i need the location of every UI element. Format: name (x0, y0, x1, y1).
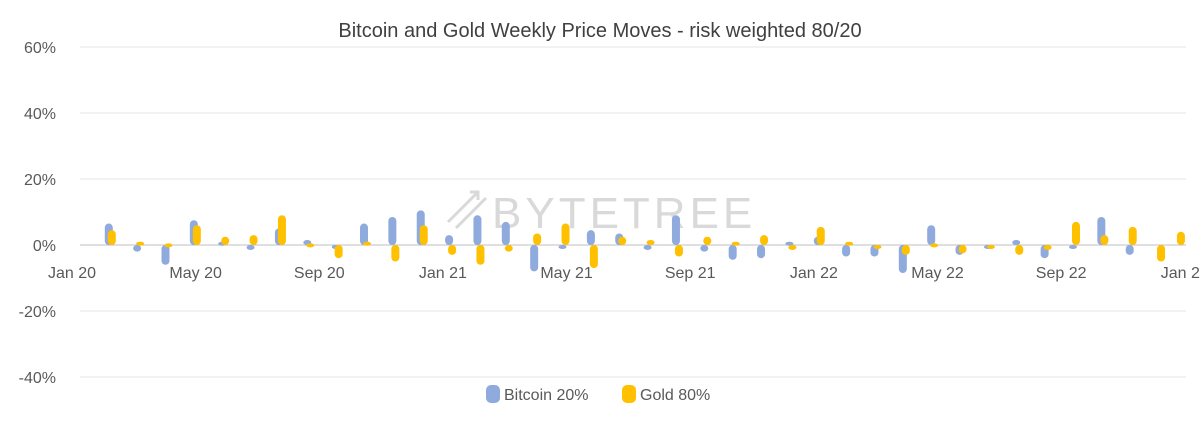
gold-bar (277, 215, 286, 245)
gold-bar (136, 241, 145, 246)
gold-bar (930, 243, 939, 248)
bitcoin-bar (842, 245, 851, 257)
y-tick-label: 20% (24, 172, 56, 189)
bitcoin-bar (1125, 245, 1134, 255)
legend: Bitcoin 20% Gold 80% (486, 385, 710, 404)
gold-bar (1100, 235, 1109, 245)
gold-bar (533, 233, 542, 245)
bitcoin-bar (757, 245, 766, 259)
y-tick-label: 60% (24, 40, 56, 57)
gold-bar (192, 225, 201, 245)
bitcoin-bar (927, 225, 936, 245)
x-axis-ticks: Jan 20 May 20 Sep 20 Jan 21 May 21 Sep 21 Jan … (48, 265, 1200, 282)
y-tick-label: -40% (19, 370, 56, 387)
legend-label-bitcoin: Bitcoin 20% (504, 387, 589, 404)
bitcoin-bar (473, 215, 482, 245)
gold-bar (476, 245, 485, 265)
gold-bar (249, 235, 258, 245)
bitcoin-bar (161, 245, 170, 265)
gold-bar (731, 241, 740, 246)
bitcoin-bar (530, 245, 539, 272)
x-tick-label: Sep 20 (294, 265, 345, 282)
gold-bar (1071, 221, 1080, 245)
bytetree-logo-icon (446, 190, 488, 230)
bitcoin-bar (1012, 240, 1021, 245)
gold-bar (845, 241, 854, 246)
y-tick-label: 0% (33, 238, 56, 255)
bitcoin-bar (501, 221, 510, 245)
bitcoin-bar (246, 245, 255, 250)
gold-bar (363, 241, 372, 246)
gold-bar (1176, 231, 1185, 245)
gold-bar (703, 236, 712, 245)
bitcoin-bar (785, 241, 794, 246)
y-tick-label: -20% (19, 304, 56, 321)
gold-bar (873, 245, 882, 249)
gold-bar (788, 245, 797, 250)
x-tick-label: Sep 21 (665, 265, 716, 282)
gold-bar (164, 243, 173, 248)
legend-label-gold: Gold 80% (640, 387, 710, 404)
gold-bar (1015, 245, 1024, 255)
bitcoin-bar (700, 245, 709, 252)
gold-bar (958, 245, 967, 254)
gold-bar (618, 236, 627, 245)
gold-bar (674, 245, 683, 257)
gold-bar (306, 243, 315, 248)
bitcoin-bar (360, 223, 369, 245)
gold-bar (334, 245, 343, 259)
gold-bar (419, 225, 428, 245)
gridlines (80, 46, 1186, 378)
x-tick-label: Sep 22 (1036, 265, 1087, 282)
gold-bar (107, 230, 116, 245)
gold-bar (1157, 245, 1166, 262)
gold-bar (1128, 226, 1137, 245)
bitcoin-bar (586, 230, 595, 245)
legend-swatch-gold (622, 385, 636, 403)
gold-bar (646, 240, 655, 245)
legend-swatch-bitcoin (486, 385, 500, 403)
gold-bar (561, 223, 570, 245)
x-tick-label: May 21 (540, 265, 593, 282)
gold-bar (221, 236, 230, 245)
x-tick-label: Jan 20 (48, 265, 96, 282)
bitcoin-bar (671, 215, 680, 245)
bitcoin-bar (643, 245, 652, 250)
bitcoin-bar (558, 245, 567, 249)
bitcoin-bar (133, 245, 142, 252)
gold-bar (504, 245, 513, 252)
bitcoin-bar (388, 216, 397, 245)
gold-bar (448, 245, 457, 255)
bars (104, 210, 1185, 274)
y-tick-label: 40% (24, 106, 56, 123)
x-tick-label: May 20 (169, 265, 222, 282)
x-tick-label: Jan 23 (1161, 265, 1200, 282)
gold-bar (589, 245, 598, 269)
gold-bar (391, 245, 400, 262)
bitcoin-bar (1068, 245, 1077, 249)
gold-bar (816, 226, 825, 245)
x-tick-label: May 22 (911, 265, 964, 282)
gold-bar (901, 245, 910, 255)
gold-bar (1043, 245, 1052, 250)
x-tick-label: Jan 21 (419, 265, 467, 282)
chart-title: Bitcoin and Gold Weekly Price Moves - ri… (338, 20, 861, 42)
bitcoin-bar (445, 235, 454, 245)
watermark: BYTETREE (446, 189, 756, 238)
watermark-text: BYTETREE (492, 189, 756, 238)
gold-bar (986, 245, 995, 249)
gold-bar (760, 235, 769, 245)
y-axis-ticks: 60% 40% 20% 0% -20% -40% (19, 40, 56, 387)
x-tick-label: Jan 22 (790, 265, 838, 282)
bitcoin-bar (728, 245, 737, 260)
